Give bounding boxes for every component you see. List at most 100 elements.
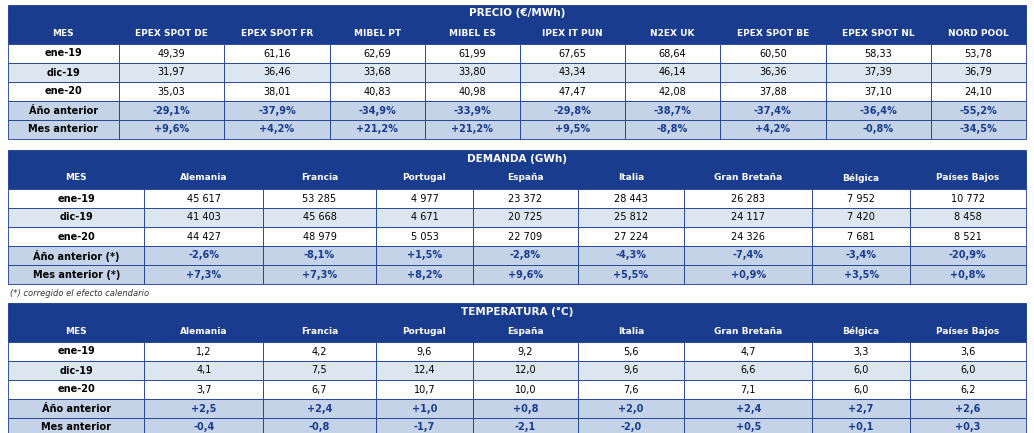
- Text: -37,9%: -37,9%: [258, 106, 296, 116]
- Text: Portugal: Portugal: [402, 326, 447, 336]
- Bar: [931, 101, 1026, 120]
- Bar: [8, 101, 119, 120]
- Bar: [8, 380, 145, 399]
- Bar: [578, 208, 685, 227]
- Bar: [8, 120, 119, 139]
- Bar: [578, 380, 685, 399]
- Text: -1,7: -1,7: [414, 423, 435, 433]
- Bar: [578, 227, 685, 246]
- Text: -2,6%: -2,6%: [188, 251, 219, 261]
- Bar: [910, 418, 1026, 433]
- Text: 58,33: 58,33: [864, 48, 892, 58]
- Bar: [119, 82, 224, 101]
- Bar: [910, 208, 1026, 227]
- Bar: [813, 246, 910, 265]
- Text: +0,1: +0,1: [848, 423, 874, 433]
- Bar: [578, 265, 685, 284]
- Text: ene-19: ene-19: [57, 194, 95, 204]
- Text: Gran Bretaña: Gran Bretaña: [714, 326, 783, 336]
- Bar: [910, 380, 1026, 399]
- Bar: [813, 208, 910, 227]
- Bar: [720, 63, 825, 82]
- Bar: [720, 101, 825, 120]
- Text: 7 681: 7 681: [847, 232, 875, 242]
- Bar: [8, 227, 145, 246]
- Text: -2,8%: -2,8%: [510, 251, 541, 261]
- Text: 8 458: 8 458: [954, 213, 981, 223]
- Bar: [263, 361, 375, 380]
- Bar: [375, 361, 474, 380]
- Text: MIBEL ES: MIBEL ES: [449, 29, 495, 38]
- Bar: [263, 320, 375, 342]
- Text: PRECIO (€/MWh): PRECIO (€/MWh): [468, 9, 566, 19]
- Text: Países Bajos: Países Bajos: [936, 326, 1000, 336]
- Bar: [685, 418, 813, 433]
- Bar: [263, 380, 375, 399]
- Bar: [145, 361, 263, 380]
- Bar: [263, 265, 375, 284]
- Text: 6,7: 6,7: [311, 385, 327, 394]
- Text: -8,8%: -8,8%: [657, 125, 689, 135]
- Bar: [375, 320, 474, 342]
- Bar: [520, 82, 626, 101]
- Bar: [8, 246, 145, 265]
- Bar: [474, 418, 578, 433]
- Bar: [474, 227, 578, 246]
- Text: 22 709: 22 709: [509, 232, 543, 242]
- Bar: [910, 246, 1026, 265]
- Text: +21,2%: +21,2%: [357, 125, 398, 135]
- Bar: [825, 82, 931, 101]
- Text: N2EX UK: N2EX UK: [650, 29, 695, 38]
- Bar: [474, 361, 578, 380]
- Bar: [931, 63, 1026, 82]
- Bar: [119, 63, 224, 82]
- Text: 6,0: 6,0: [853, 365, 869, 375]
- Bar: [224, 63, 330, 82]
- Text: 47,47: 47,47: [558, 87, 586, 97]
- Text: EPEX SPOT FR: EPEX SPOT FR: [241, 29, 313, 38]
- Bar: [685, 342, 813, 361]
- Text: ene-20: ene-20: [57, 232, 95, 242]
- Text: 36,46: 36,46: [264, 68, 291, 78]
- Bar: [720, 82, 825, 101]
- Text: -3,4%: -3,4%: [846, 251, 877, 261]
- Text: -4,3%: -4,3%: [615, 251, 646, 261]
- Text: 6,0: 6,0: [961, 365, 975, 375]
- Bar: [119, 44, 224, 63]
- Bar: [8, 44, 119, 63]
- Text: -55,2%: -55,2%: [960, 106, 998, 116]
- Bar: [910, 342, 1026, 361]
- Text: 10 772: 10 772: [951, 194, 985, 204]
- Text: 33,80: 33,80: [458, 68, 486, 78]
- Bar: [578, 320, 685, 342]
- Bar: [263, 167, 375, 189]
- Bar: [8, 303, 1026, 320]
- Text: +7,3%: +7,3%: [186, 269, 221, 279]
- Bar: [813, 361, 910, 380]
- Bar: [825, 120, 931, 139]
- Text: 5,6: 5,6: [624, 346, 639, 356]
- Text: -38,7%: -38,7%: [653, 106, 692, 116]
- Text: +2,5: +2,5: [191, 404, 216, 414]
- Bar: [685, 167, 813, 189]
- Text: Mes anterior: Mes anterior: [28, 125, 98, 135]
- Bar: [375, 418, 474, 433]
- Text: -36,4%: -36,4%: [859, 106, 898, 116]
- Text: -0,8: -0,8: [309, 423, 330, 433]
- Text: 12,0: 12,0: [515, 365, 536, 375]
- Text: 40,83: 40,83: [363, 87, 391, 97]
- Bar: [685, 227, 813, 246]
- Bar: [8, 208, 145, 227]
- Text: +4,2%: +4,2%: [260, 125, 295, 135]
- Bar: [685, 189, 813, 208]
- Bar: [375, 265, 474, 284]
- Text: -2,1: -2,1: [515, 423, 536, 433]
- Bar: [119, 120, 224, 139]
- Bar: [720, 120, 825, 139]
- Text: 37,10: 37,10: [864, 87, 892, 97]
- Text: 24,10: 24,10: [965, 87, 993, 97]
- Bar: [578, 361, 685, 380]
- Bar: [720, 44, 825, 63]
- Text: 43,34: 43,34: [558, 68, 586, 78]
- Text: 4 671: 4 671: [410, 213, 438, 223]
